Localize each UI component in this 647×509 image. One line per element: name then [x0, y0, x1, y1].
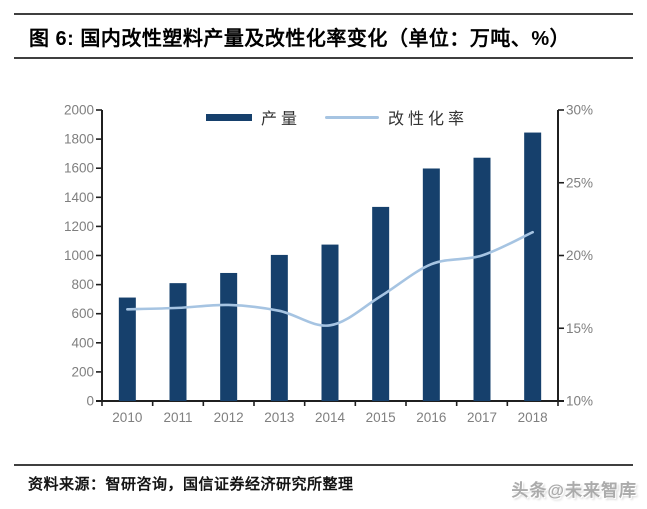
bar-2014	[321, 244, 339, 401]
bar-2015	[372, 206, 390, 401]
y-left-tick-label: 200	[71, 364, 94, 379]
bar-2016	[422, 168, 440, 401]
legend-line-swatch	[325, 115, 380, 119]
x-tick-label-2014: 2014	[315, 410, 346, 425]
bar-2011	[169, 283, 187, 401]
source-note: 资料来源：智研咨询，国信证券经济研究所整理	[28, 476, 354, 493]
x-tick-label-2018: 2018	[518, 410, 548, 425]
legend-line-label: 改性化率	[388, 111, 469, 128]
y-right-tick-label: 20%	[566, 248, 593, 263]
legend-bar-label: 产量	[261, 111, 302, 128]
legend-bar-swatch	[206, 113, 252, 121]
bar-2012	[220, 272, 238, 401]
chart-legend: 产量 改性化率	[206, 106, 468, 128]
x-tick-label-2011: 2011	[163, 410, 192, 425]
x-tick-label-2013: 2013	[264, 410, 294, 425]
bar-2017	[473, 157, 491, 401]
y-left-tick-label: 800	[71, 277, 94, 292]
y-left-tick-label: 1400	[64, 190, 94, 205]
y-left-tick-label: 600	[71, 306, 94, 321]
y-left-tick-label: 2000	[64, 103, 94, 118]
y-left-tick-label: 1800	[64, 132, 94, 147]
chart-canvas: 0 200 400 600 800 1000 1200 1400 1600 1800 2000 10%…	[64, 103, 593, 426]
x-tick-label-2017: 2017	[467, 410, 497, 425]
bar-2018	[524, 132, 542, 402]
x-tick-label-2015: 2015	[366, 410, 396, 425]
figure-title: 图 6: 国内改性塑料产量及改性化率变化（单位：万吨、%）	[29, 28, 571, 50]
title-bottom-rule	[14, 57, 633, 59]
y-left-tick-label: 1000	[64, 248, 94, 263]
y-right-tick-label: 15%	[566, 321, 593, 336]
watermark: 头条@未来智库	[511, 481, 637, 500]
x-tick-label-2012: 2012	[214, 410, 244, 425]
y-right-tick-label: 30%	[566, 103, 593, 118]
y-left-tick-label: 400	[71, 335, 94, 350]
y-left-tick-label: 0	[86, 394, 94, 409]
y-right-tick-label: 25%	[566, 175, 593, 190]
y-left-tick-label: 1200	[64, 219, 94, 234]
y-right-tick-label: 10%	[566, 394, 593, 409]
title-top-rule	[14, 13, 633, 15]
y-left-tick-label: 1600	[64, 161, 94, 176]
rate-line	[126, 230, 534, 327]
x-tick-label-2016: 2016	[416, 410, 446, 425]
bar-2013	[270, 254, 288, 401]
x-tick-label-2010: 2010	[112, 410, 142, 425]
bar-2010	[118, 297, 136, 401]
footer-rule	[14, 464, 633, 466]
